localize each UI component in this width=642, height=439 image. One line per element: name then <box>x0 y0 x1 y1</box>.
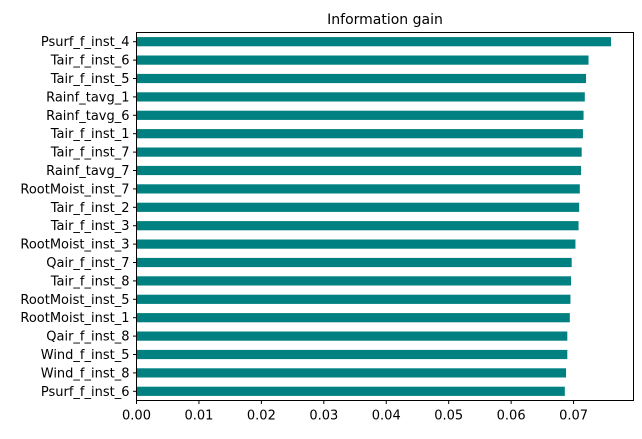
y-tick-label: Rainf_tavg_6 <box>46 109 129 124</box>
x-tick-label: 0.06 <box>497 409 526 424</box>
bar-Tair_f_inst_6 <box>136 55 589 65</box>
y-tick-label: Psurf_f_inst_4 <box>41 35 130 50</box>
bar-RootMoist_inst_3 <box>136 239 576 249</box>
y-tick-label: Tair_f_inst_5 <box>50 72 130 87</box>
x-tick-label: 0.04 <box>372 409 401 424</box>
bar-Rainf_tavg_1 <box>136 92 585 102</box>
bar-Tair_f_inst_8 <box>136 276 572 286</box>
y-tick-label: Tair_f_inst_1 <box>50 127 130 142</box>
bar-RootMoist_inst_1 <box>136 313 570 323</box>
bar-Rainf_tavg_7 <box>136 165 582 176</box>
bar-RootMoist_inst_5 <box>136 294 571 304</box>
bar-Tair_f_inst_3 <box>136 221 579 231</box>
y-tick-label: RootMoist_inst_7 <box>20 182 129 197</box>
y-tick-label: Tair_f_inst_6 <box>50 54 130 69</box>
bar-Rainf_tavg_6 <box>136 110 584 120</box>
bar-Tair_f_inst_1 <box>136 129 583 139</box>
y-tick-label: Tair_f_inst_7 <box>50 146 130 161</box>
chart-title: Information gain <box>327 12 443 28</box>
x-tick-label: 0.03 <box>309 409 338 424</box>
y-tick-label: Psurf_f_inst_6 <box>41 385 130 400</box>
y-tick-label: Qair_f_inst_7 <box>46 256 129 271</box>
bar-Tair_f_inst_7 <box>136 147 582 157</box>
x-tick-label: 0.02 <box>247 409 276 424</box>
bar-Psurf_f_inst_4 <box>136 37 612 47</box>
x-tick-label: 0.07 <box>559 409 588 424</box>
y-tick-label: Tair_f_inst_8 <box>50 274 130 289</box>
x-axis: 0.00 0.01 0.02 0.03 0.04 0.05 0.06 0.07 <box>122 400 588 424</box>
x-tick-label: 0.05 <box>434 409 463 424</box>
bar-Wind_f_inst_8 <box>136 368 567 378</box>
y-tick-label: Rainf_tavg_7 <box>46 164 129 179</box>
bar-Qair_f_inst_8 <box>136 331 568 341</box>
bar-Tair_f_inst_2 <box>136 202 580 212</box>
y-tick-label: RootMoist_inst_1 <box>20 311 129 326</box>
y-tick-label: Qair_f_inst_8 <box>46 330 129 345</box>
plot-frame <box>136 32 634 401</box>
bar-Psurf_f_inst_6 <box>136 386 565 396</box>
y-tick-label: Tair_f_inst_3 <box>50 219 130 234</box>
x-tick-label: 0.01 <box>184 409 213 424</box>
bar-Tair_f_inst_5 <box>136 73 587 84</box>
bar-RootMoist_inst_7 <box>136 184 580 194</box>
y-tick-label: Rainf_tavg_1 <box>46 90 129 105</box>
x-tick-label: 0.00 <box>122 409 151 424</box>
y-tick-label: Wind_f_inst_8 <box>41 366 130 381</box>
bar-Qair_f_inst_7 <box>136 257 572 268</box>
y-axis: Psurf_f_inst_4 Tair_f_inst_6 Tair_f_inst_5… <box>20 35 137 400</box>
y-tick-label: RootMoist_inst_3 <box>20 238 129 253</box>
y-tick-label: Tair_f_inst_2 <box>50 201 130 216</box>
y-tick-label: RootMoist_inst_5 <box>20 293 129 308</box>
y-tick-label: Wind_f_inst_5 <box>41 348 130 363</box>
bar-Wind_f_inst_5 <box>136 349 568 360</box>
bars-layer <box>136 37 612 396</box>
